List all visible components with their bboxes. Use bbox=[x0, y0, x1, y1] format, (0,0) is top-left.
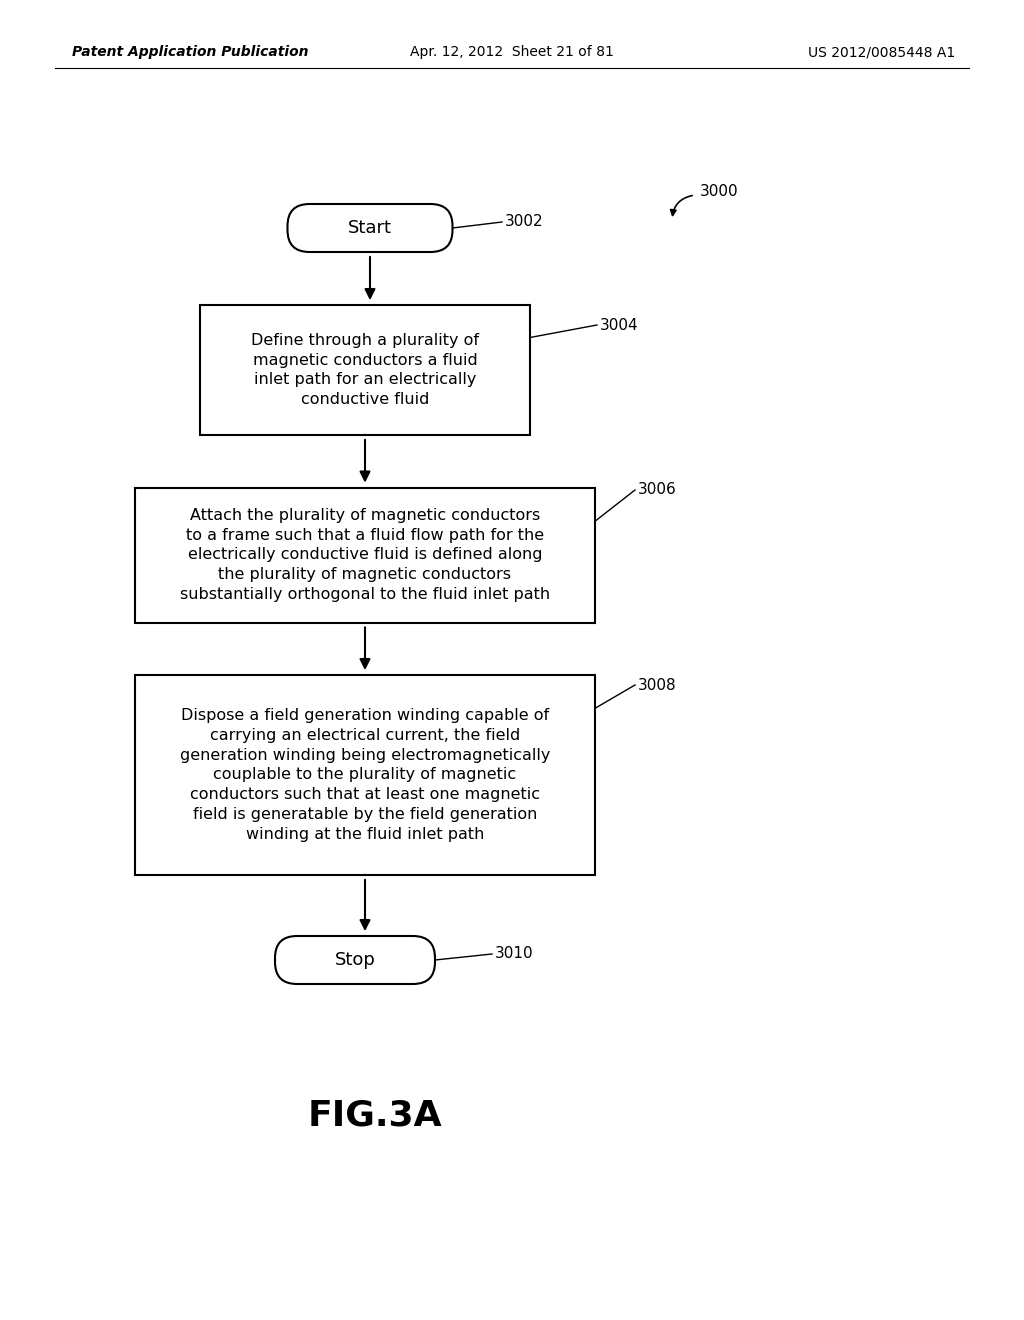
Text: 3010: 3010 bbox=[495, 946, 534, 961]
Bar bbox=[135, 487, 595, 623]
Text: Attach the plurality of magnetic conductors
to a frame such that a fluid flow pa: Attach the plurality of magnetic conduct… bbox=[180, 508, 550, 602]
Text: Stop: Stop bbox=[335, 950, 376, 969]
Text: 3006: 3006 bbox=[638, 483, 677, 498]
Text: 3002: 3002 bbox=[505, 214, 544, 230]
Text: 3004: 3004 bbox=[600, 318, 639, 333]
FancyBboxPatch shape bbox=[288, 205, 453, 252]
Text: FIG.3A: FIG.3A bbox=[307, 1098, 442, 1133]
Text: Patent Application Publication: Patent Application Publication bbox=[72, 45, 308, 59]
FancyBboxPatch shape bbox=[275, 936, 435, 983]
Text: Start: Start bbox=[348, 219, 392, 238]
Text: Dispose a field generation winding capable of
carrying an electrical current, th: Dispose a field generation winding capab… bbox=[180, 708, 550, 842]
Text: 3008: 3008 bbox=[638, 677, 677, 693]
Text: Define through a plurality of
magnetic conductors a fluid
inlet path for an elec: Define through a plurality of magnetic c… bbox=[251, 333, 479, 407]
Bar bbox=[135, 675, 595, 875]
Text: 3000: 3000 bbox=[700, 185, 738, 199]
Text: Apr. 12, 2012  Sheet 21 of 81: Apr. 12, 2012 Sheet 21 of 81 bbox=[410, 45, 614, 59]
Text: US 2012/0085448 A1: US 2012/0085448 A1 bbox=[808, 45, 955, 59]
Bar bbox=[200, 305, 530, 436]
